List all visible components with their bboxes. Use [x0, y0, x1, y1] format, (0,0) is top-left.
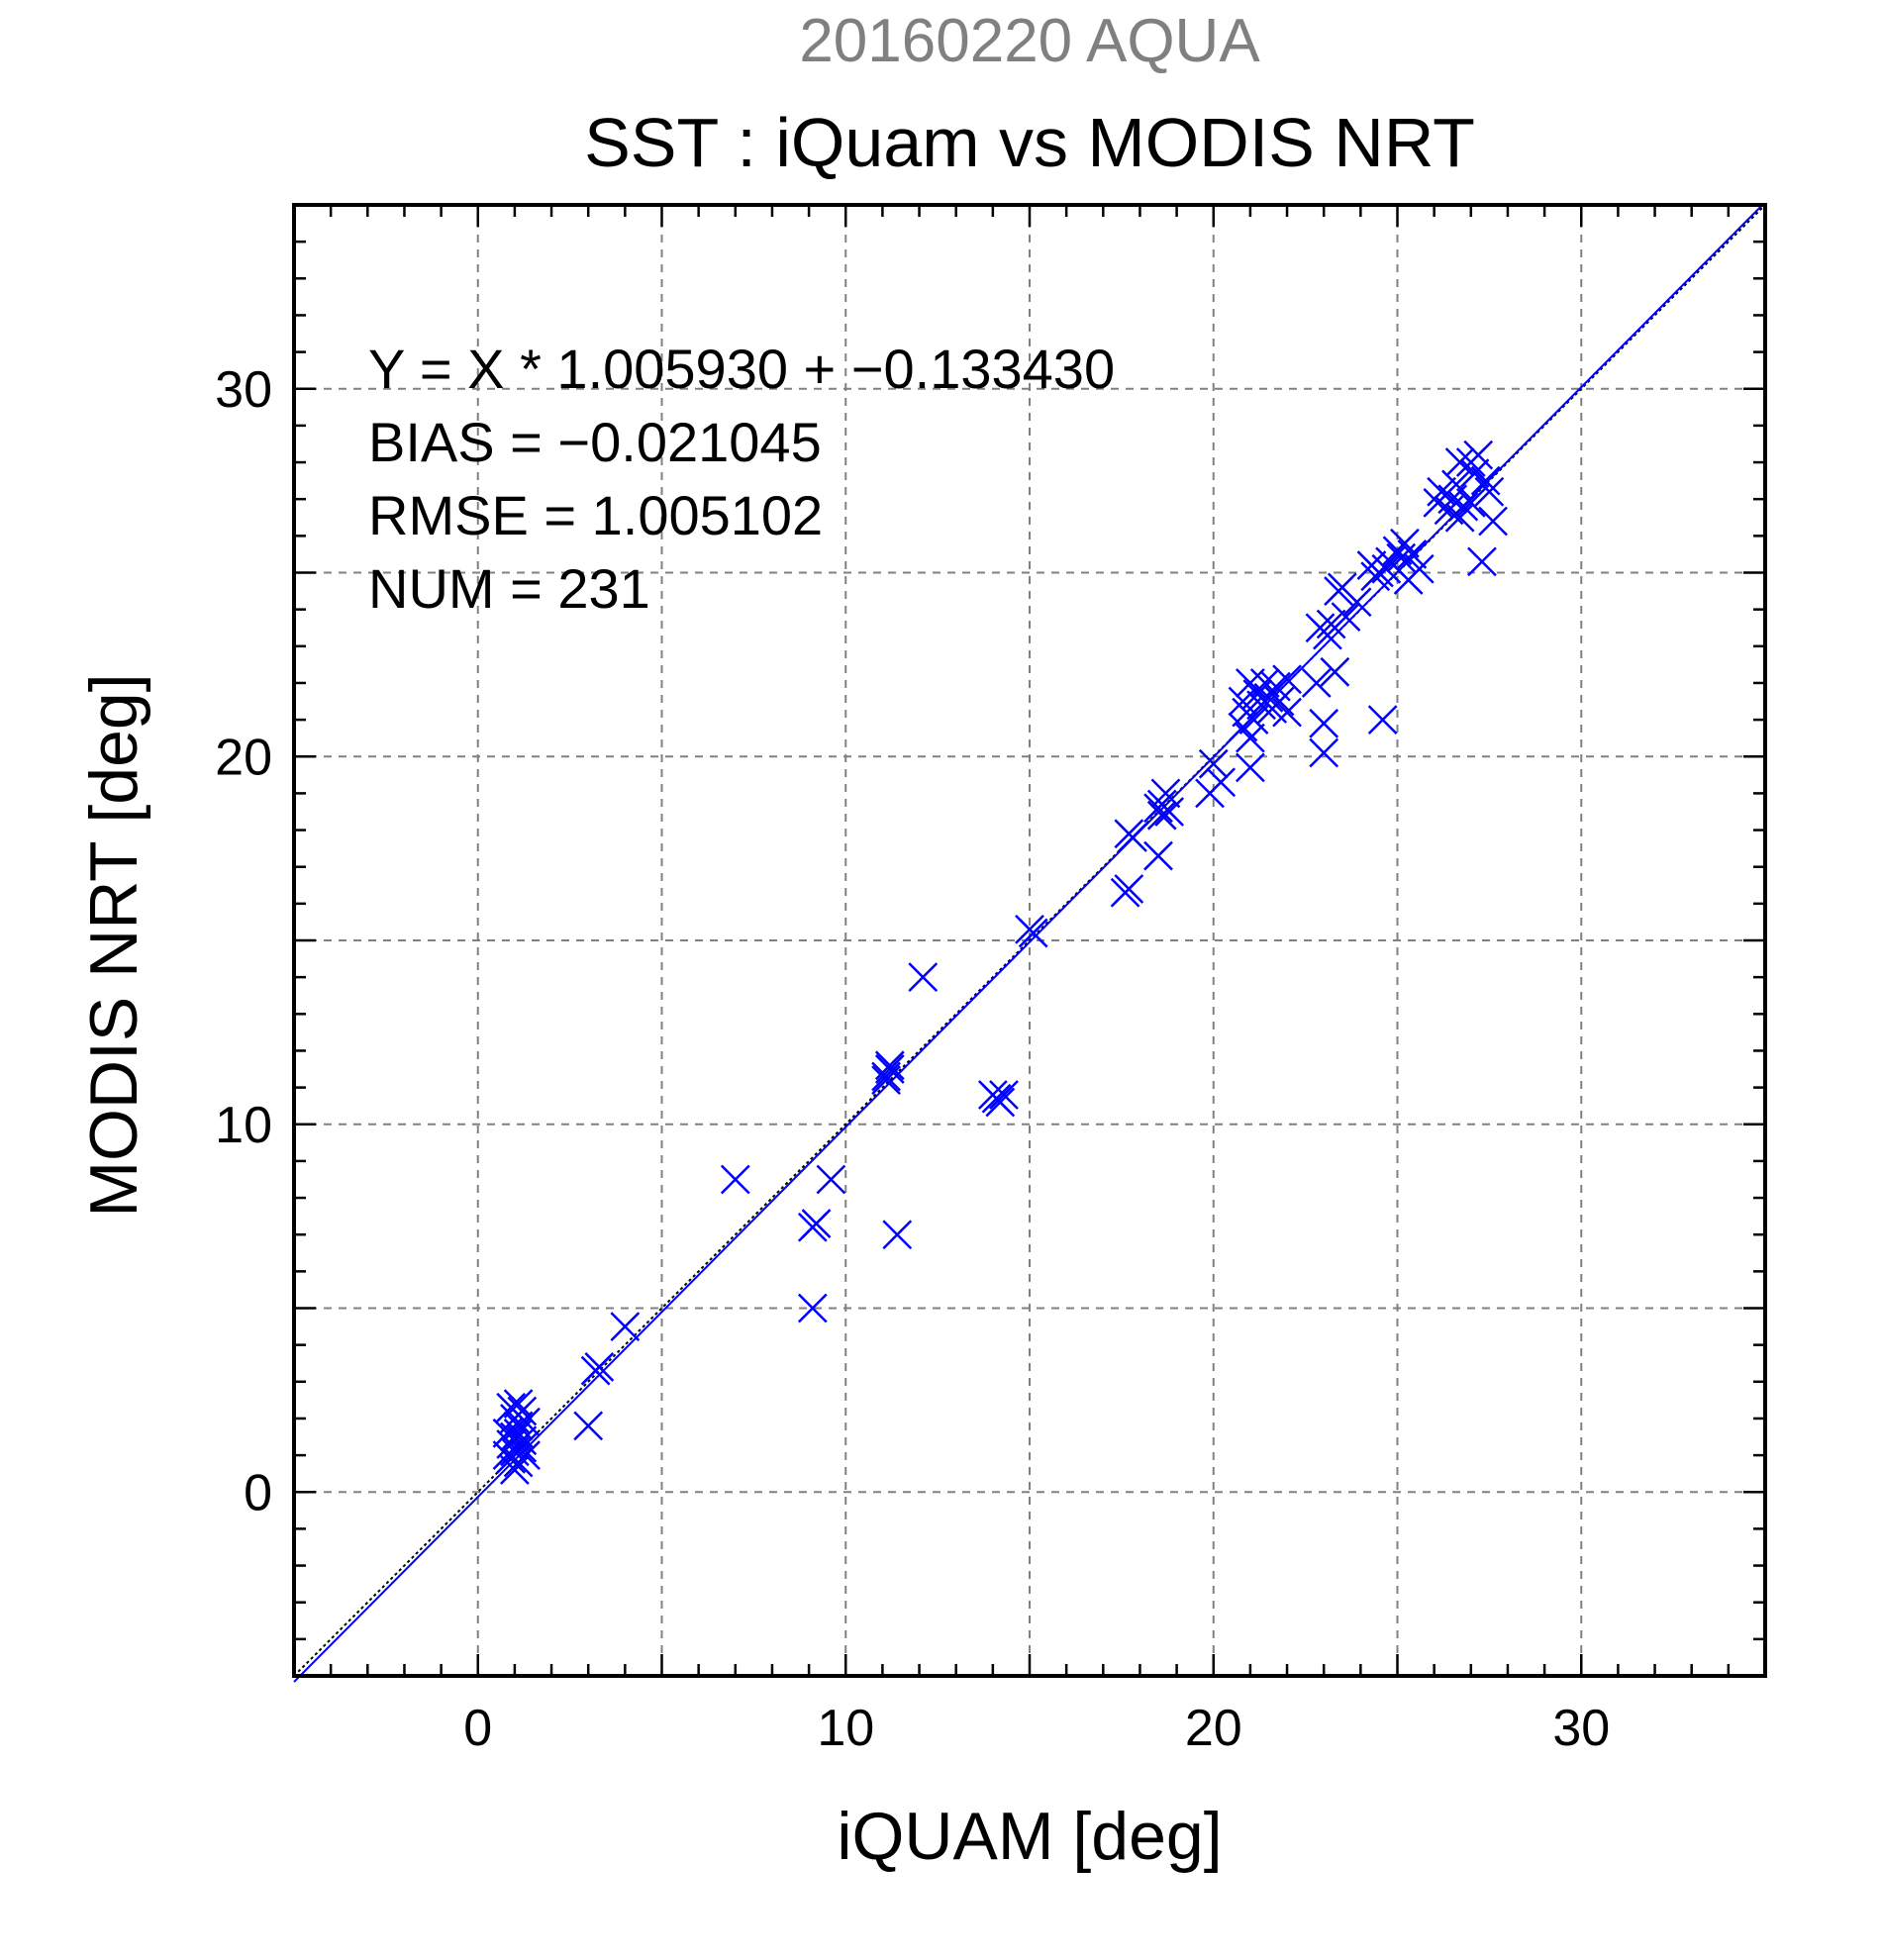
data-point — [1331, 602, 1361, 632]
data-point — [1448, 491, 1479, 522]
data-point — [1455, 488, 1486, 518]
data-point — [496, 1443, 527, 1474]
identity-line — [293, 204, 1766, 1677]
stats-annotation: Y = X * 1.005930 + −0.133430 BIAS = −0.0… — [368, 338, 1115, 620]
data-point — [1341, 587, 1372, 618]
data-point — [1114, 874, 1144, 904]
chart-title: SST : iQuam vs MODIS NRT — [584, 104, 1475, 181]
data-point — [1228, 686, 1258, 717]
y-tick-label: 0 — [244, 1464, 272, 1521]
data-point — [1143, 840, 1173, 871]
plot-frame — [292, 203, 1767, 1678]
data-point — [1397, 539, 1428, 569]
data-point — [1463, 440, 1494, 470]
data-point — [816, 1164, 846, 1195]
data-point — [797, 1212, 828, 1242]
data-points — [492, 440, 1508, 1485]
data-point — [1309, 708, 1339, 738]
stats-num: NUM = 231 — [368, 557, 650, 620]
y-tick-label: 10 — [215, 1097, 272, 1154]
data-point — [1367, 705, 1398, 735]
data-point — [1444, 502, 1475, 533]
data-point — [610, 1312, 641, 1341]
y-tick-label: 30 — [215, 361, 272, 419]
chart-supertitle: 20160220 AQUA — [799, 7, 1260, 75]
x-tick-label: 10 — [817, 1700, 874, 1757]
x-tick-label: 20 — [1185, 1700, 1242, 1757]
data-point — [797, 1293, 828, 1323]
data-point — [1444, 447, 1475, 477]
data-point — [989, 1080, 1019, 1110]
data-point — [1309, 737, 1339, 768]
data-point — [1404, 553, 1435, 584]
x-tick-label: 0 — [463, 1700, 492, 1757]
data-point — [908, 962, 939, 993]
data-point — [1470, 465, 1501, 496]
grid — [294, 205, 1765, 1676]
data-point — [985, 1087, 1016, 1118]
data-point — [492, 1418, 523, 1448]
data-point — [1301, 668, 1332, 698]
data-point — [503, 1389, 534, 1419]
data-point — [1320, 656, 1350, 687]
x-axis-label: iQUAM [deg] — [837, 1799, 1222, 1874]
stats-equation: Y = X * 1.005930 + −0.133430 — [368, 338, 1115, 400]
tick-labels: 0 10 20 30 0 10 20 30 — [215, 361, 1610, 1757]
data-point — [720, 1164, 750, 1195]
data-point — [1236, 723, 1265, 753]
data-point — [1236, 752, 1265, 783]
data-point — [573, 1411, 604, 1441]
data-point — [882, 1220, 913, 1250]
data-point — [507, 1425, 538, 1456]
data-point — [871, 1061, 901, 1092]
data-point — [874, 1050, 905, 1081]
data-point — [511, 1407, 541, 1437]
data-point — [874, 1054, 905, 1084]
data-point — [1316, 609, 1346, 639]
data-point — [1272, 697, 1302, 728]
data-point — [1206, 767, 1237, 798]
data-point — [1198, 748, 1229, 779]
data-point — [1114, 819, 1144, 849]
data-point — [1272, 664, 1302, 695]
data-point — [584, 1352, 615, 1382]
stats-bias: BIAS = −0.021045 — [368, 411, 822, 473]
x-tick-label: 30 — [1552, 1700, 1610, 1757]
stats-rmse: RMSE = 1.005102 — [368, 484, 823, 546]
data-point — [1478, 506, 1508, 537]
data-point — [1018, 918, 1048, 948]
data-point — [1371, 553, 1402, 584]
data-point — [1467, 546, 1497, 577]
data-point — [1154, 797, 1185, 827]
y-axis-label: MODIS NRT [deg] — [76, 673, 151, 1217]
data-point — [1146, 800, 1177, 831]
data-point — [1474, 476, 1505, 507]
y-tick-label: 20 — [215, 729, 272, 786]
data-point — [1238, 705, 1269, 735]
